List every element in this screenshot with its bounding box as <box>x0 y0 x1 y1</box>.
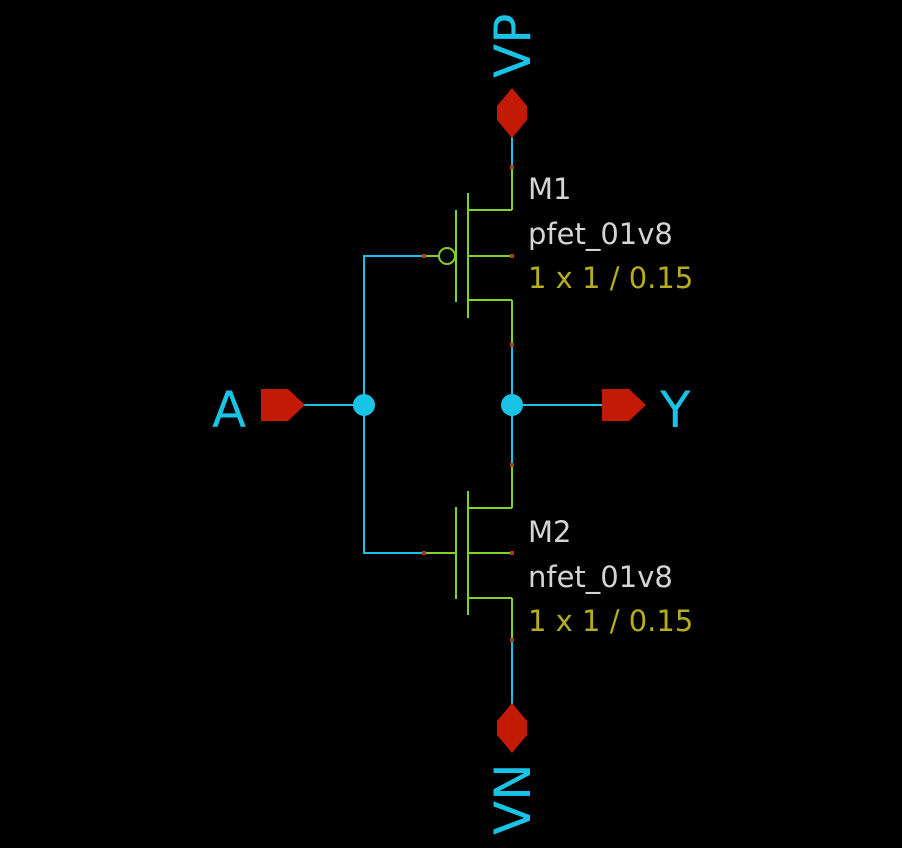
m2-model-label: nfet_01v8 <box>528 560 673 594</box>
wire-input-m1-gate[interactable] <box>363 255 438 405</box>
pin-a-label: A <box>212 381 246 439</box>
m2-terminal-gate <box>422 551 426 555</box>
m1-size-label: 1 x 1 / 0.15 <box>528 261 693 295</box>
pin-a-marker[interactable] <box>261 389 305 421</box>
m2-size-label: 1 x 1 / 0.15 <box>528 604 693 638</box>
pin-vn-marker[interactable] <box>497 703 527 753</box>
transistor-m1[interactable] <box>422 165 514 347</box>
junction-output <box>501 394 523 416</box>
m2-terminal-source <box>510 638 514 642</box>
pin-y-label: Y <box>659 381 691 439</box>
wire-input-m2-gate[interactable] <box>363 405 455 554</box>
m1-model-label: pfet_01v8 <box>528 217 673 251</box>
pin-vp-marker[interactable] <box>497 88 527 138</box>
m2-terminal-body <box>510 551 514 555</box>
m2-name-label: M2 <box>528 515 571 549</box>
m1-terminal-source <box>510 165 514 169</box>
transistor-m2[interactable] <box>422 463 514 642</box>
pin-vp-label: VP <box>484 14 542 78</box>
m2-terminal-drain <box>510 463 514 467</box>
m1-inversion-bubble <box>438 247 456 265</box>
m1-terminal-gate <box>422 254 426 258</box>
pin-vn-label: VN <box>484 763 542 835</box>
pin-y-marker[interactable] <box>602 389 646 421</box>
m1-name-label: M1 <box>528 172 571 206</box>
m1-terminal-body <box>510 254 514 258</box>
m1-terminal-drain <box>510 343 514 347</box>
junction-input <box>353 394 375 416</box>
